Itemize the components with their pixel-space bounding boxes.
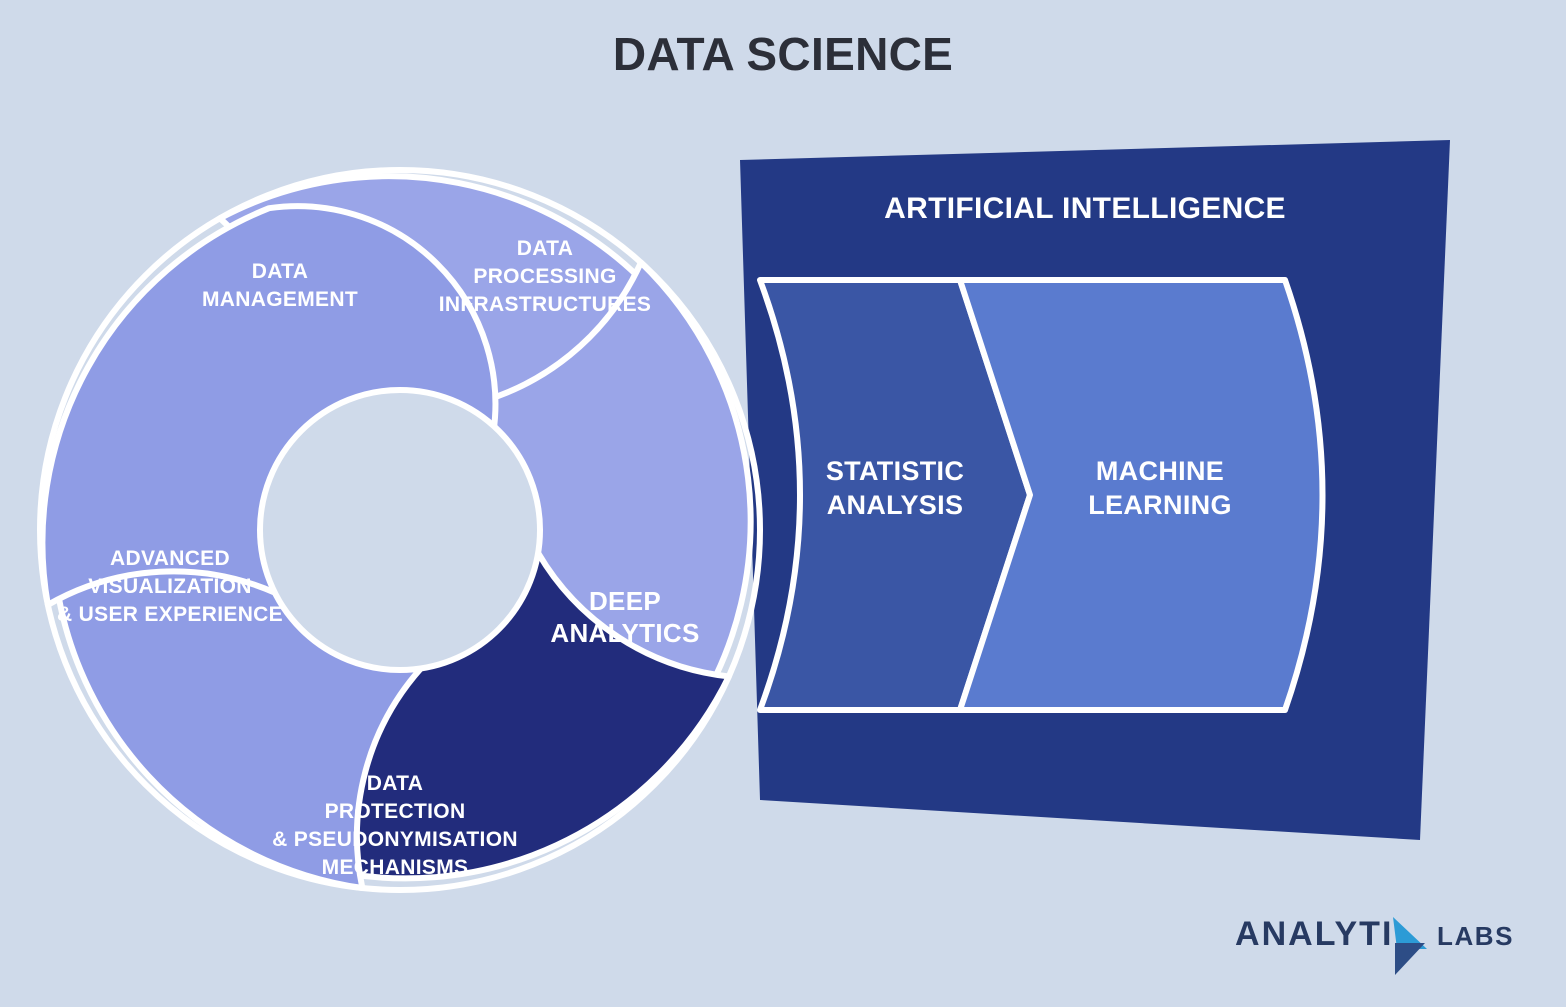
page-title: DATA SCIENCE [613,28,953,80]
logo-text-sub: LABS [1437,921,1514,951]
logo-text-main: ANALYTI [1235,915,1393,953]
wheel-hub [260,390,540,670]
ai-title: ARTIFICIAL INTELLIGENCE [884,192,1286,225]
diagram-root: ARTIFICIAL INTELLIGENCESTATISTICANALYSIS… [0,0,1566,1007]
ai-panel: ARTIFICIAL INTELLIGENCESTATISTICANALYSIS… [740,140,1450,840]
